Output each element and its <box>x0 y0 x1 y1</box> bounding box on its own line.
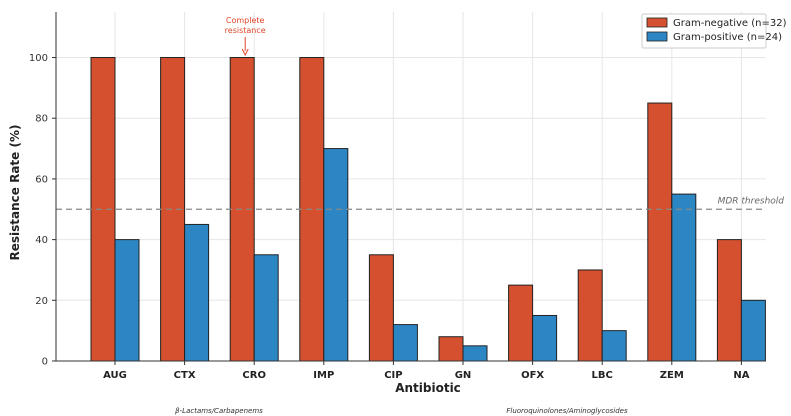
y-tick-label: 0 <box>42 357 48 368</box>
legend-swatch-gram-positive <box>646 31 668 42</box>
legend: Gram-negative (n=32) Gram-positive (n=24… <box>641 13 787 49</box>
x-tick-label-aug: AUG <box>103 370 127 381</box>
bar-gram-positive-aug <box>114 239 140 362</box>
bar-gram-positive-gn <box>462 345 488 362</box>
x-tick-label-gn: GN <box>455 370 472 381</box>
legend-box <box>641 13 767 49</box>
bar-gram-positive-cro <box>253 254 279 362</box>
x-tick-label-ofx: OFX <box>521 370 544 381</box>
legend-label-gram-negative: Gram-negative (n=32) <box>673 18 787 29</box>
annotation-arrowhead <box>241 48 249 57</box>
x-tick-label-imp: IMP <box>313 370 334 381</box>
bar-gram-negative-zem <box>647 102 673 362</box>
bar-gram-negative-lbc <box>577 269 603 362</box>
axes-layer <box>55 12 766 362</box>
x-tick-label-na: NA <box>733 370 749 381</box>
legend-label-gram-positive: Gram-positive (n=24) <box>673 32 782 43</box>
legend-swatch-gram-negative <box>646 17 668 28</box>
y-ticks: 0 20 40 60 80 100 <box>29 53 56 368</box>
y-tick-label: 80 <box>35 114 48 125</box>
y-tick-label: 40 <box>35 235 48 246</box>
bar-gram-positive-na <box>740 299 766 362</box>
bar-gram-negative-cip <box>368 254 394 362</box>
x-tick-label-lbc: LBC <box>592 370 613 381</box>
x-tick-label-cro: CRO <box>242 370 266 381</box>
bar-gram-positive-imp <box>323 148 349 362</box>
complete-resistance-annotation: Complete resistance <box>225 16 266 57</box>
annotation-text-line-1: Complete <box>226 16 265 25</box>
x-axis-title: Antibiotic <box>395 381 461 395</box>
bar-gram-positive-lbc <box>601 330 627 362</box>
bar-gram-positive-zem <box>671 193 697 362</box>
bar-gram-negative-gn <box>438 336 464 362</box>
group-label-fluoroquinolones: Fluoroquinolones/Aminoglycosides <box>506 407 628 415</box>
bar-gram-negative-ofx <box>508 284 534 362</box>
bar-gram-negative-na <box>716 239 742 362</box>
x-ticks: AUG CTX CRO IMP CIP GN OFX LBC ZEM NA <box>103 361 750 381</box>
group-label-beta-lactams: β-Lactams/Carbapenems <box>175 407 263 415</box>
mdr-threshold-label: MDR threshold <box>718 196 785 206</box>
threshold-layer: MDR threshold <box>56 196 785 210</box>
y-tick-label: 100 <box>29 53 48 64</box>
y-tick-label: 20 <box>35 296 48 307</box>
x-tick-label-zem: ZEM <box>660 370 684 381</box>
x-tick-label-ctx: CTX <box>174 370 196 381</box>
x-tick-label-cip: CIP <box>384 370 402 381</box>
bar-gram-positive-cip <box>392 324 418 362</box>
y-axis-title: Resistance Rate (%) <box>8 125 22 261</box>
annotation-text-line-2: resistance <box>225 26 266 35</box>
bar-gram-positive-ofx <box>532 314 558 362</box>
y-tick-label: 60 <box>35 174 48 185</box>
bar-gram-positive-ctx <box>184 223 210 362</box>
